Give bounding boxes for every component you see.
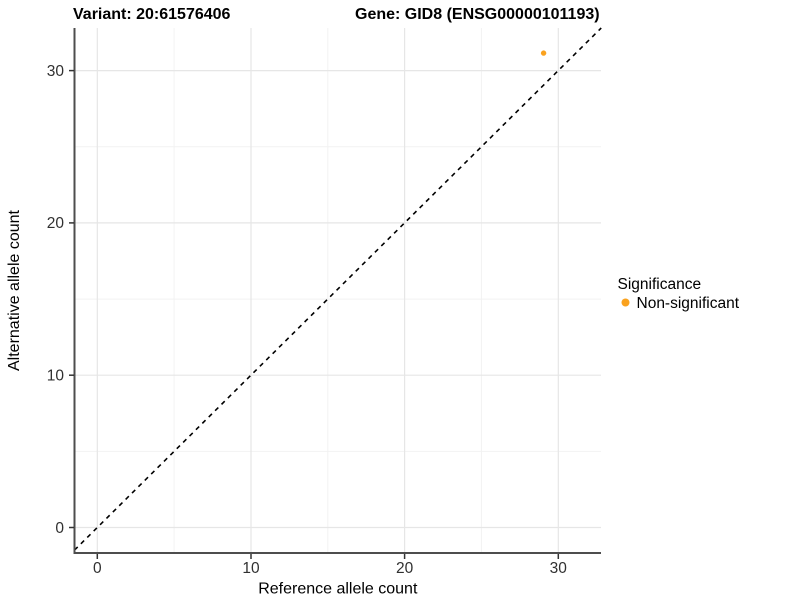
x-axis-ticks — [96, 554, 560, 559]
legend: Significance Non-significant — [618, 276, 740, 312]
x-axis-title: Reference allele count — [258, 581, 418, 598]
grid-minor — [74, 28, 601, 553]
identity-dashed-line — [73, 27, 602, 551]
title-gene: Gene: GID8 (ENSG00000101193) — [355, 6, 600, 23]
legend-key-dot-icon — [621, 298, 630, 307]
data-point-nonsignificant — [540, 50, 547, 56]
y-axis-ticks — [69, 69, 74, 529]
x-tick-label-20: 20 — [396, 560, 414, 577]
x-tick-label-30: 30 — [550, 560, 568, 577]
x-tick-label-10: 10 — [242, 560, 260, 577]
legend-title: Significance — [618, 276, 702, 293]
legend-item-label: Non-significant — [637, 295, 740, 312]
title-variant: Variant: 20:61576406 — [73, 6, 231, 23]
y-tick-label-20: 20 — [47, 215, 65, 232]
y-tick-label-0: 0 — [55, 520, 64, 537]
y-tick-label-10: 10 — [47, 368, 65, 385]
y-tick-label-30: 30 — [47, 63, 65, 80]
grid-major — [74, 28, 601, 553]
x-tick-label-0: 0 — [93, 560, 102, 577]
y-axis-title: Alternative allele count — [6, 209, 23, 371]
